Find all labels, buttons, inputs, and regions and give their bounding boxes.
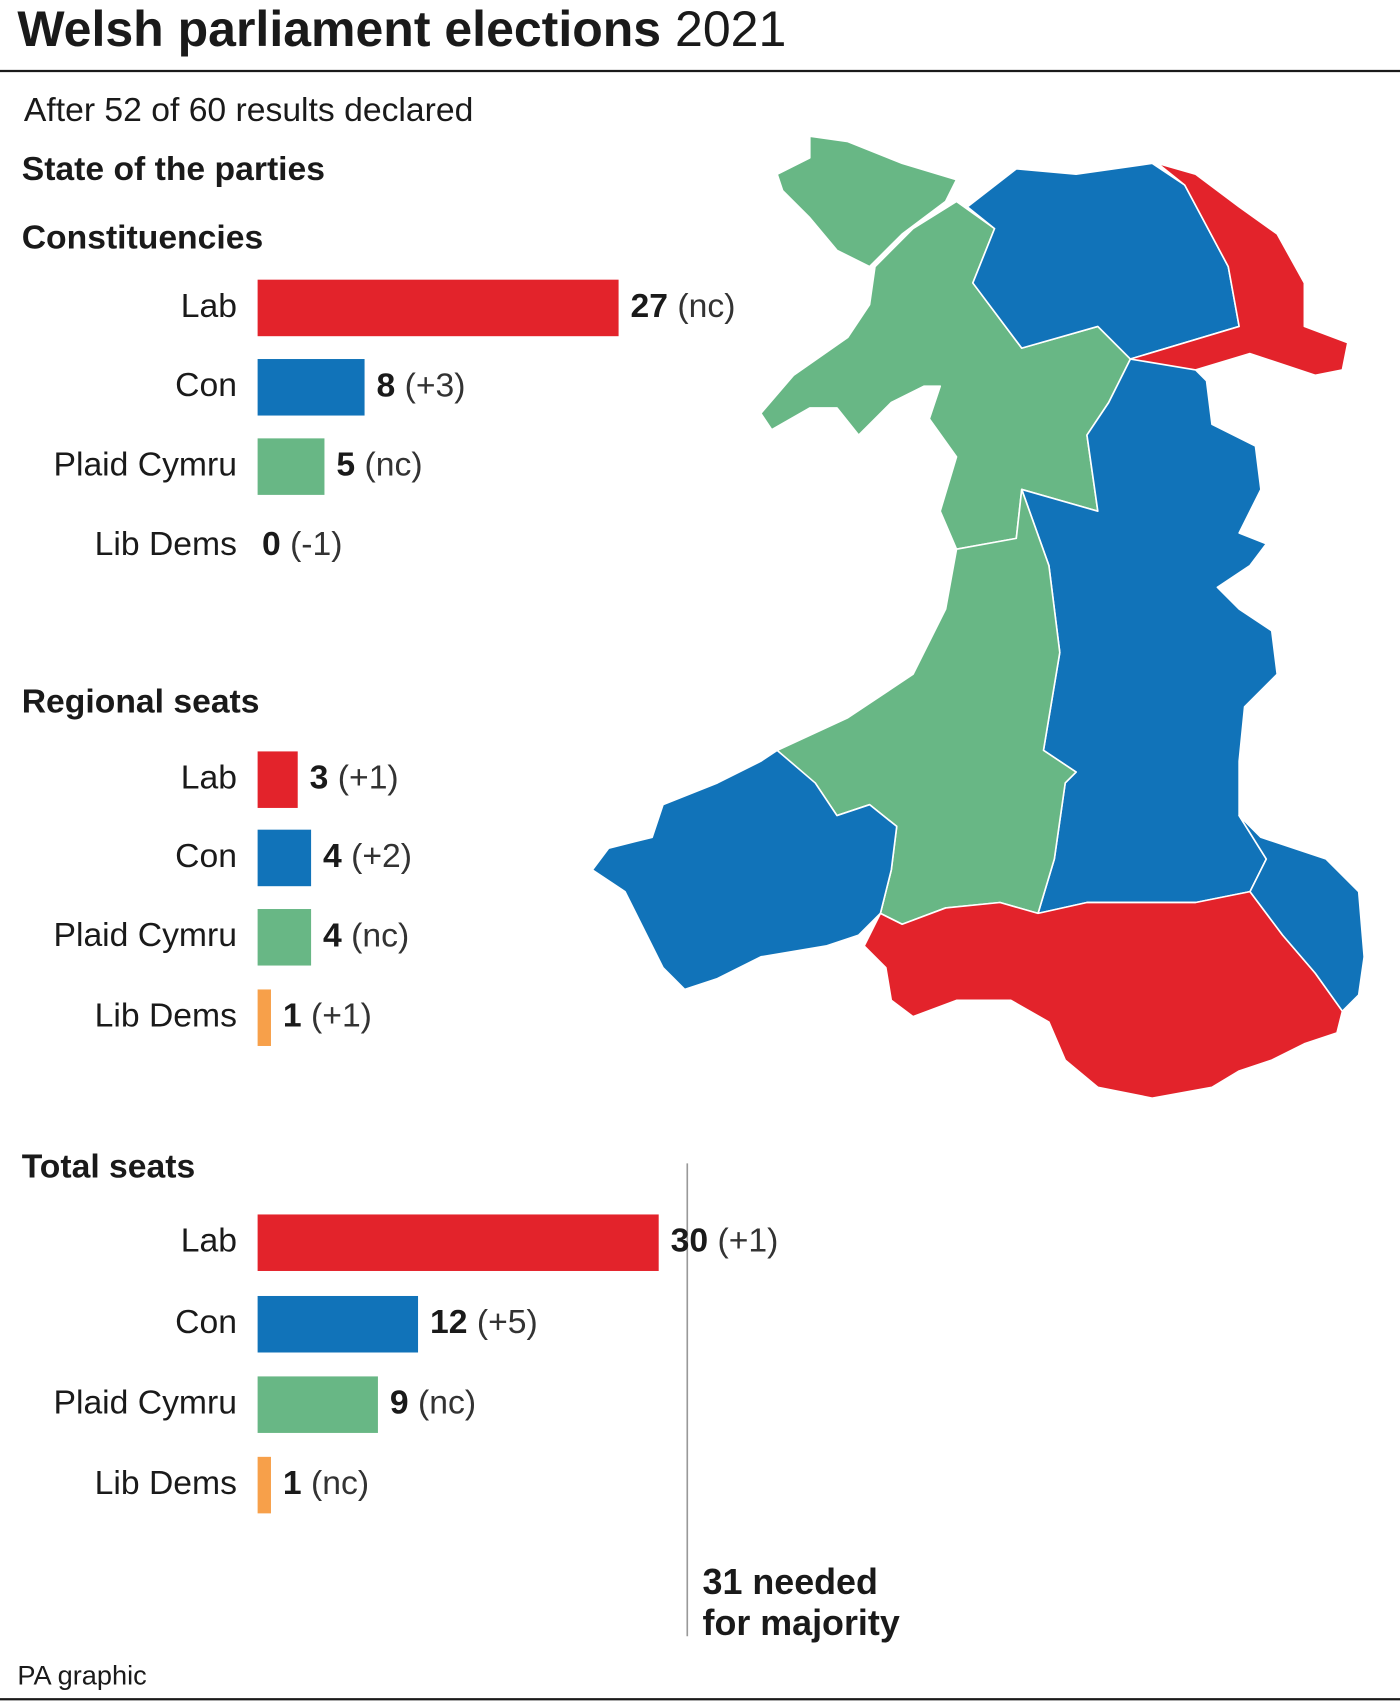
value-label: 9 (nc) bbox=[390, 1385, 476, 1422]
value-change: (+3) bbox=[405, 367, 466, 404]
value-number: 4 bbox=[323, 917, 342, 954]
value-change: (+1) bbox=[311, 998, 372, 1035]
value-change: (+2) bbox=[351, 838, 412, 875]
value-label: 4 (nc) bbox=[323, 917, 409, 954]
value-change: (nc) bbox=[418, 1385, 476, 1422]
bar bbox=[257, 909, 312, 966]
category-label: Lab bbox=[181, 1223, 237, 1260]
value-change: (+5) bbox=[477, 1304, 538, 1341]
category-label: Con bbox=[175, 838, 237, 875]
chart-title: Total seats bbox=[22, 1149, 196, 1186]
majority-text: needed bbox=[752, 1563, 878, 1603]
value-change: (+1) bbox=[718, 1223, 779, 1260]
subtitle: After 52 of 60 results declared bbox=[24, 92, 473, 129]
majority-value: 31 bbox=[703, 1563, 743, 1603]
value-label: 8 (+3) bbox=[377, 367, 466, 404]
value-label: 1 (nc) bbox=[283, 1465, 369, 1502]
category-label: Lab bbox=[181, 760, 237, 797]
value-label: 5 (nc) bbox=[336, 447, 422, 484]
value-number: 5 bbox=[336, 447, 355, 484]
value-number: 27 bbox=[631, 288, 668, 325]
bar bbox=[257, 1295, 419, 1353]
bar bbox=[257, 829, 312, 887]
value-label: 27 (nc) bbox=[631, 288, 736, 325]
section-title: State of the parties bbox=[22, 151, 325, 188]
value-number: 12 bbox=[430, 1304, 467, 1341]
category-label: Con bbox=[175, 367, 237, 404]
title: Welsh parliament elections 2021 bbox=[17, 1, 786, 57]
value-number: 0 bbox=[262, 526, 281, 563]
category-label: Plaid Cymru bbox=[53, 917, 236, 954]
value-change: (nc) bbox=[351, 917, 409, 954]
bar bbox=[257, 1214, 659, 1271]
value-change: (+1) bbox=[338, 760, 399, 797]
majority-label: 31 needed bbox=[703, 1563, 878, 1603]
value-label: 1 (+1) bbox=[283, 998, 372, 1035]
value-number: 4 bbox=[323, 838, 342, 875]
value-label: 30 (+1) bbox=[671, 1223, 779, 1260]
category-label: Lab bbox=[181, 288, 237, 325]
category-label: Plaid Cymru bbox=[53, 447, 236, 484]
value-label: 4 (+2) bbox=[323, 838, 412, 875]
bar bbox=[257, 359, 365, 416]
bar bbox=[257, 1456, 271, 1514]
bar bbox=[257, 279, 619, 337]
bar bbox=[257, 1376, 378, 1433]
value-number: 1 bbox=[283, 998, 302, 1035]
value-number: 3 bbox=[310, 760, 329, 797]
majority-label-2: for majority bbox=[703, 1603, 900, 1643]
title-year: 2021 bbox=[675, 1, 786, 57]
wales-map bbox=[591, 135, 1365, 1099]
value-number: 1 bbox=[283, 1465, 302, 1502]
value-number: 30 bbox=[671, 1223, 708, 1260]
value-number: 9 bbox=[390, 1385, 409, 1422]
value-change: (nc) bbox=[365, 447, 423, 484]
bar bbox=[257, 751, 298, 808]
category-label: Lib Dems bbox=[95, 1465, 237, 1502]
bar bbox=[257, 438, 325, 495]
category-label: Lib Dems bbox=[95, 998, 237, 1035]
value-change: (-1) bbox=[290, 526, 342, 563]
title-main: Welsh parliament elections bbox=[17, 1, 661, 57]
bar bbox=[257, 989, 271, 1046]
category-label: Lib Dems bbox=[95, 526, 237, 563]
value-label: 12 (+5) bbox=[430, 1304, 538, 1341]
chart-title: Regional seats bbox=[22, 683, 260, 720]
value-change: (nc) bbox=[311, 1465, 369, 1502]
category-label: Con bbox=[175, 1304, 237, 1341]
value-change: (nc) bbox=[677, 288, 735, 325]
source: PA graphic bbox=[17, 1660, 146, 1691]
category-label: Plaid Cymru bbox=[53, 1385, 236, 1422]
chart-title: Constituencies bbox=[22, 219, 263, 256]
value-label: 3 (+1) bbox=[310, 760, 399, 797]
value-number: 8 bbox=[377, 367, 396, 404]
value-label: 0 (-1) bbox=[262, 526, 343, 563]
